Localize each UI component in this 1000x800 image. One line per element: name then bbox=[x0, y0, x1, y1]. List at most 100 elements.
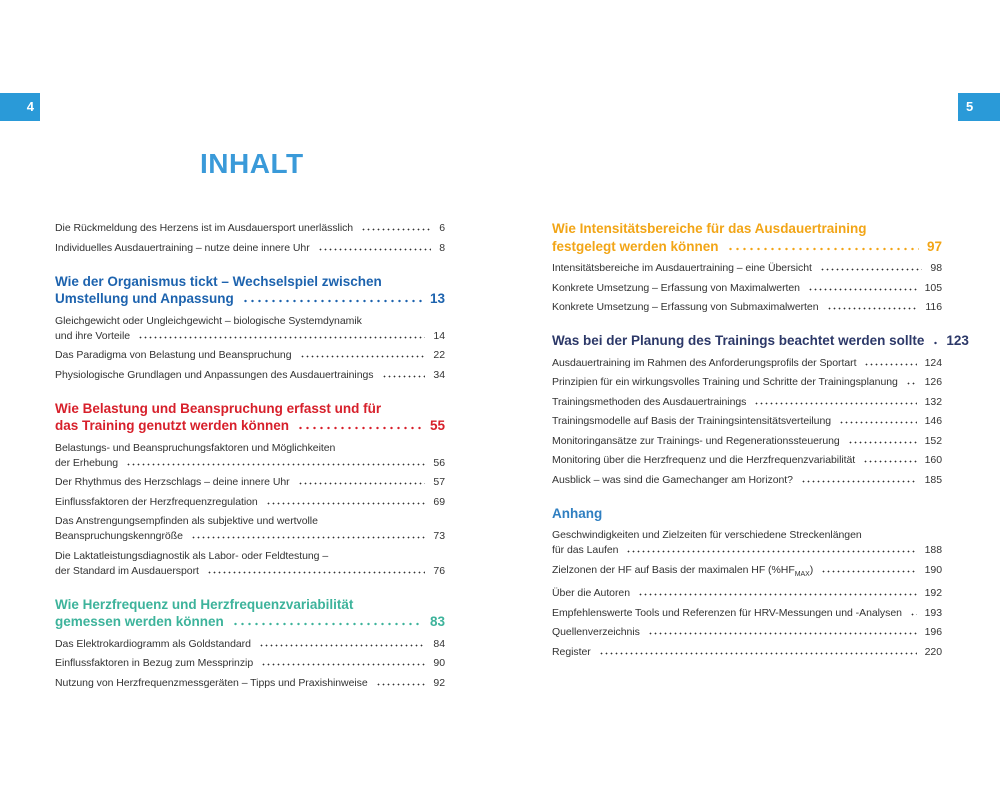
dot-leader bbox=[863, 455, 917, 463]
toc-section: Was bei der Planung des Trainings beacht… bbox=[552, 332, 969, 488]
section-heading: Wie der Organismus tickt – Wechselspiel … bbox=[55, 273, 445, 308]
entry-line: Empfehlenswerte Tools und Referenzen für… bbox=[552, 606, 942, 621]
entry-text-part: Das Elektrokardiogramm als Goldstandard bbox=[55, 637, 251, 650]
dot-leader bbox=[261, 658, 426, 666]
entry-text-part: Physiologische Grundlagen und Anpassunge… bbox=[55, 368, 374, 381]
dot-leader bbox=[932, 335, 939, 345]
entry-text: Prinzipien für ein wirkungsvolles Traini… bbox=[552, 375, 898, 390]
entry-text: Der Rhythmus des Herzschlags – deine inn… bbox=[55, 475, 290, 490]
toc-entry: Konkrete Umsetzung – Erfassung von Subma… bbox=[552, 300, 942, 315]
entry-text: Trainingsmodelle auf Basis der Trainings… bbox=[552, 414, 831, 429]
heading-line: Wie Belastung und Beanspruchung erfasst … bbox=[55, 400, 445, 418]
section-heading: Wie Belastung und Beanspruchung erfasst … bbox=[55, 400, 445, 435]
entry-page: 190 bbox=[924, 563, 942, 576]
entry-page: 14 bbox=[433, 329, 445, 342]
dot-leader bbox=[847, 435, 917, 444]
entry-text: Gleichgewicht oder Ungleichgewicht – bio… bbox=[55, 314, 362, 329]
column: Wie Intensitätsbereiche für das Ausdauer… bbox=[552, 220, 969, 664]
entry-text-part: Monitoringansätze zur Trainings- und Reg… bbox=[552, 434, 840, 447]
entry-page: 192 bbox=[924, 587, 942, 600]
page-number-left: 4 bbox=[0, 93, 40, 121]
dot-leader bbox=[265, 496, 426, 505]
entry-text: Das Anstrengungsempfinden als subjektive… bbox=[55, 514, 318, 529]
entry-text: Nutzung von Herzfrequenzmessgeräten – Ti… bbox=[55, 676, 368, 691]
toc-section: Wie der Organismus tickt – Wechselspiel … bbox=[55, 273, 445, 383]
entry-text: Ausdauertraining im Rahmen des Anforderu… bbox=[552, 356, 856, 371]
entry-text: Empfehlenswerte Tools und Referenzen für… bbox=[552, 606, 902, 621]
toc-entry: Prinzipien für ein wirkungsvolles Traini… bbox=[552, 375, 942, 390]
entry-page: 98 bbox=[930, 262, 942, 274]
heading-line: festgelegt werden können 97 bbox=[552, 238, 942, 256]
entry-text: Register bbox=[552, 645, 591, 660]
heading-text: Wie Belastung und Beanspruchung erfasst … bbox=[55, 400, 382, 416]
toc-section: Anhang Geschwindigkeiten und Zielzeiten f… bbox=[552, 505, 942, 660]
entry-text: Die Laktatleistungsdiagnostik als Labor-… bbox=[55, 549, 328, 564]
heading-text: Was bei der Planung des Trainings beacht… bbox=[552, 333, 925, 348]
dot-leader bbox=[864, 357, 917, 366]
dot-leader bbox=[381, 369, 426, 378]
dot-leader bbox=[375, 677, 426, 686]
heading-text: Umstellung und Anpassung bbox=[55, 291, 234, 306]
entry-text-part: der Erhebung bbox=[55, 456, 119, 469]
heading-text: Wie Intensitätsbereiche für das Ausdauer… bbox=[552, 221, 867, 236]
entry-text: Quellenverzeichnis bbox=[552, 625, 640, 640]
dot-leader bbox=[297, 420, 422, 430]
entry-line: Konkrete Umsetzung – Erfassung von Subma… bbox=[552, 300, 942, 315]
heading-line: Wie Intensitätsbereiche für das Ausdauer… bbox=[552, 220, 942, 238]
dot-leader bbox=[638, 588, 917, 597]
toc-entry: Intensitätsbereiche im Ausdauertraining … bbox=[552, 261, 942, 276]
entry-subscript: MAX bbox=[794, 570, 810, 578]
entry-page: 132 bbox=[924, 395, 942, 408]
entry-text: Beanspruchungskenngröße bbox=[55, 529, 183, 544]
heading-page: 13 bbox=[429, 291, 445, 306]
toc-entry: Das Paradigma von Belastung und Beanspru… bbox=[55, 348, 445, 363]
entry-text-part: Konkrete Umsetzung – Erfassung von Subma… bbox=[552, 301, 819, 313]
heading-line: Was bei der Planung des Trainings beacht… bbox=[552, 332, 969, 350]
heading-text: Anhang bbox=[552, 505, 603, 521]
entry-line: Der Rhythmus des Herzschlags – deine inn… bbox=[55, 475, 445, 490]
entry-page: 185 bbox=[924, 473, 942, 486]
entry-line: Physiologische Grundlagen und Anpassunge… bbox=[55, 368, 445, 383]
entry-text: Das Paradigma von Belastung und Beanspru… bbox=[55, 348, 292, 363]
entry-text-part: Die Rückmeldung des Herzens ist im Ausda… bbox=[55, 222, 354, 234]
entry-text-part: Trainingsmodelle auf Basis der Trainings… bbox=[552, 415, 832, 427]
entry-text: Intensitätsbereiche im Ausdauertraining … bbox=[552, 261, 812, 276]
entry-page: 69 bbox=[433, 495, 445, 508]
heading-text: festgelegt werden können bbox=[552, 238, 719, 254]
entry-text-part: Gleichgewicht oder Ungleichgewicht – bio… bbox=[55, 314, 362, 327]
entry-line: und ihre Vorteile 14 bbox=[55, 329, 445, 344]
entry-line: Trainingsmodelle auf Basis der Trainings… bbox=[552, 414, 942, 429]
heading-page: 83 bbox=[429, 614, 445, 629]
dot-leader bbox=[826, 302, 918, 310]
entry-line: Einflussfaktoren der Herzfrequenzregulat… bbox=[55, 495, 445, 510]
dot-leader bbox=[126, 457, 426, 466]
entry-text: Zielzonen der HF auf Basis der maximalen… bbox=[552, 563, 813, 582]
dot-leader bbox=[626, 545, 917, 553]
entry-text: Monitoring über die Herzfrequenz und die… bbox=[552, 453, 855, 468]
dot-leader bbox=[361, 223, 432, 231]
entry-line: Ausdauertraining im Rahmen des Anforderu… bbox=[552, 356, 942, 371]
entry-text: und ihre Vorteile bbox=[55, 329, 130, 344]
toc-entry: Empfehlenswerte Tools und Referenzen für… bbox=[552, 606, 942, 621]
entry-page: 124 bbox=[924, 356, 942, 369]
toc-section: Wie Herzfrequenz und Herzfrequenzvariabi… bbox=[55, 596, 445, 691]
toc-entry: Ausdauertraining im Rahmen des Anforderu… bbox=[552, 356, 942, 371]
heading-text: Wie der Organismus tickt – Wechselspiel … bbox=[55, 273, 382, 289]
entry-page: 22 bbox=[433, 349, 445, 361]
entry-page: 56 bbox=[433, 456, 445, 469]
heading-line: das Training genutzt werden können 55 bbox=[55, 417, 445, 435]
entry-text-part: Register bbox=[552, 645, 591, 658]
entry-text: Einflussfaktoren der Herzfrequenzregulat… bbox=[55, 495, 258, 510]
toc-section: Wie Intensitätsbereiche für das Ausdauer… bbox=[552, 220, 942, 315]
dot-leader bbox=[297, 477, 426, 485]
entry-text-part: Intensitätsbereiche im Ausdauertraining … bbox=[552, 262, 812, 274]
entry-text-part: Quellenverzeichnis bbox=[552, 626, 640, 639]
heading-line: Anhang bbox=[552, 505, 942, 523]
section-heading: Was bei der Planung des Trainings beacht… bbox=[552, 332, 969, 350]
toc-entry: Das Elektrokardiogramm als Goldstandard 8… bbox=[55, 637, 445, 652]
heading-line: Wie der Organismus tickt – Wechselspiel … bbox=[55, 273, 445, 291]
entry-text: Individuelles Ausdauertraining – nutze d… bbox=[55, 241, 310, 256]
toc-entry: Zielzonen der HF auf Basis der maximalen… bbox=[552, 563, 942, 582]
entry-text-part: Belastungs- und Beanspruchungsfaktoren u… bbox=[55, 441, 336, 454]
toc-entry: Belastungs- und Beanspruchungsfaktoren u… bbox=[55, 441, 445, 471]
